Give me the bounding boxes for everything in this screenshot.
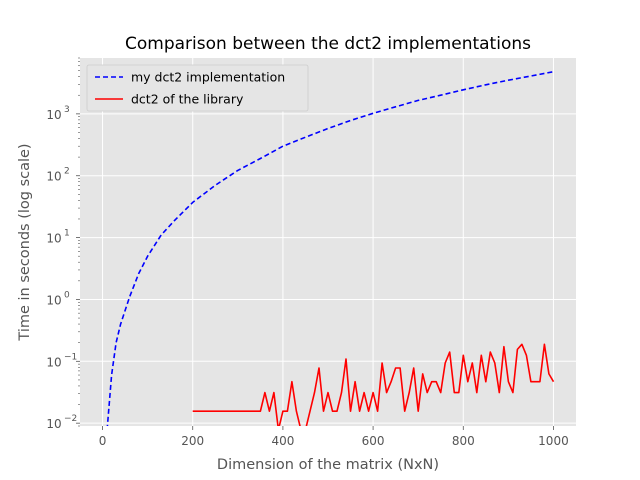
x-tick-label: 800 (452, 434, 475, 448)
legend-box (86, 64, 309, 112)
series-layer (106, 70, 555, 426)
series-line-1 (106, 70, 554, 426)
y-tick-label: 10 (46, 355, 61, 369)
legend-label-1: my dct2 implementation (131, 70, 285, 85)
x-tick-label: 1000 (538, 434, 569, 448)
y-tick-label: 10 (46, 232, 61, 246)
y-tick-exponent: 0 (64, 290, 70, 300)
y-axis-label: Time in seconds (log scale) (17, 143, 33, 341)
grid-lines (80, 58, 576, 426)
x-tick-label: 600 (362, 434, 385, 448)
y-tick-label: 10 (46, 170, 61, 184)
x-ticks: 0 200 400 600 800 1000 (99, 426, 569, 448)
plot-area (80, 58, 576, 426)
chart-title: Comparison between the dct2 implementati… (125, 34, 531, 54)
legend: my dct2 implementation dct2 of the librar… (86, 64, 309, 112)
series-line-2 (192, 343, 555, 426)
y-tick-exponent: −1 (64, 352, 77, 362)
y-tick-exponent: −2 (64, 414, 77, 424)
x-tick-label: 400 (271, 434, 294, 448)
plot-background (80, 58, 576, 426)
y-tick-label: 10 (46, 293, 61, 307)
legend-label-2: dct2 of the library (131, 92, 244, 107)
y-tick-label: 10 (46, 417, 61, 431)
x-tick-label: 0 (99, 434, 107, 448)
y-tick-exponent: 1 (64, 229, 70, 239)
y-tick-exponent: 2 (64, 167, 70, 177)
y-tick-exponent: 3 (64, 105, 70, 115)
y-tick-label: 10 (46, 108, 61, 122)
x-tick-label: 200 (181, 434, 204, 448)
x-axis-label: Dimension of the matrix (NxN) (217, 457, 439, 473)
